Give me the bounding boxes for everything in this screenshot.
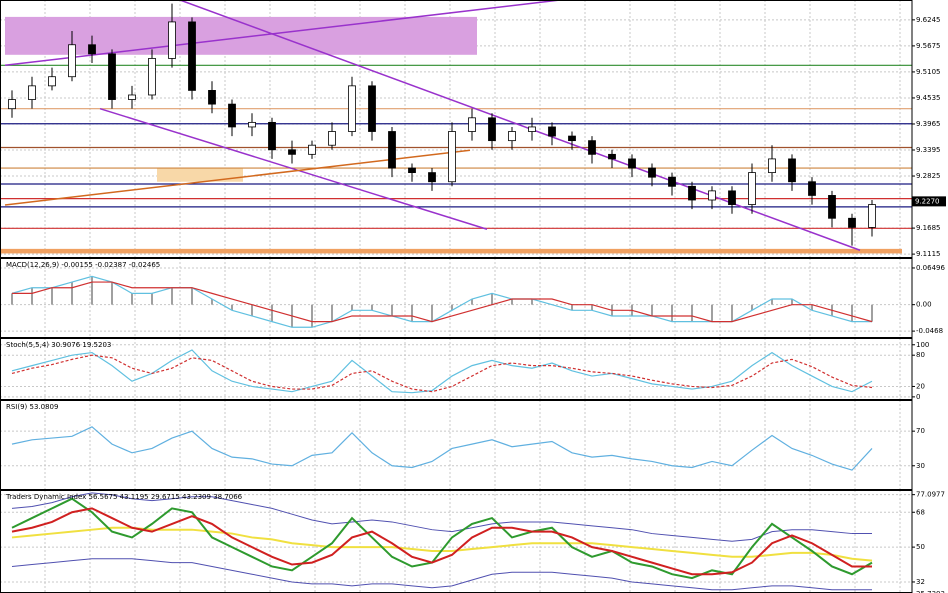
panel xyxy=(0,258,912,338)
candle-body xyxy=(368,85,376,132)
candle-body xyxy=(88,44,96,55)
candle-body xyxy=(388,131,396,169)
y-tick-label: 9.4535 xyxy=(916,94,941,102)
candle-body xyxy=(108,53,116,100)
candle-body xyxy=(608,153,616,160)
candle-body xyxy=(168,21,176,59)
last-price-box xyxy=(912,196,946,207)
panel xyxy=(0,400,912,490)
candle-body xyxy=(748,172,756,205)
candle-body xyxy=(628,158,636,169)
candle-body xyxy=(508,131,516,142)
candle-body xyxy=(708,190,716,201)
last-price-label: 9.2270 xyxy=(915,197,940,205)
candle-body xyxy=(248,121,256,128)
panel-border xyxy=(0,0,913,258)
indicator-line xyxy=(11,492,872,542)
candle-body xyxy=(228,103,236,128)
panel xyxy=(0,490,912,593)
y-tick-label: 9.3965 xyxy=(916,120,941,128)
y-tick-label: 9.1685 xyxy=(916,224,941,232)
candle-body xyxy=(188,21,196,91)
panel xyxy=(0,0,912,258)
candle-body xyxy=(688,185,696,201)
y-tick-label: 9.6245 xyxy=(916,16,941,24)
candle-body xyxy=(588,140,596,155)
y-tick-label: 100 xyxy=(916,341,929,349)
candle-body xyxy=(648,167,656,178)
candle-body xyxy=(668,176,676,187)
panel xyxy=(0,338,912,400)
candle-body xyxy=(268,121,276,151)
y-tick-label: 9.3395 xyxy=(916,146,941,154)
candle-body xyxy=(528,126,536,132)
indicator-line xyxy=(11,354,873,393)
indicator-line xyxy=(11,426,873,471)
candle-body xyxy=(208,90,216,105)
y-tick-label: 32 xyxy=(916,578,925,586)
trend-line xyxy=(99,107,488,230)
candle-body xyxy=(848,217,856,228)
trend-line xyxy=(4,0,561,67)
y-tick-label: 30 xyxy=(916,462,925,470)
candle-body xyxy=(348,85,356,132)
candle-body xyxy=(448,131,456,183)
candle-body xyxy=(468,117,476,132)
candle-body xyxy=(408,167,416,174)
y-tick-label: 70 xyxy=(916,427,925,435)
y-tick-label: 20 xyxy=(916,382,925,390)
candle-body xyxy=(788,158,796,183)
candle-body xyxy=(128,94,136,100)
candle-body xyxy=(308,144,316,155)
indicator-line xyxy=(11,507,872,576)
y-tick-label: 0.06496 xyxy=(916,264,945,272)
y-tick-label: 68 xyxy=(916,508,925,516)
zone xyxy=(0,248,902,254)
panel-title: MACD(12,26,9) -0.00155 -0.02387 -0.02465 xyxy=(6,261,160,269)
y-tick-label: 77.0977 xyxy=(916,491,945,499)
y-tick-label: 9.2825 xyxy=(916,172,941,180)
candle-body xyxy=(768,158,776,174)
candle-body xyxy=(8,99,16,110)
panel-title: RSI(9) 53.0809 xyxy=(6,403,58,411)
y-tick-label: -0.0468 xyxy=(916,327,943,335)
candle-body xyxy=(548,126,556,137)
y-tick-label: 25.7303 xyxy=(916,590,945,593)
trend-line xyxy=(179,0,861,251)
y-tick-label: 80 xyxy=(916,351,925,359)
panel-title: Traders Dynamic Index 56.5675 43.1195 29… xyxy=(5,493,243,501)
candle-body xyxy=(48,76,56,87)
y-tick-label: 9.1115 xyxy=(916,250,941,258)
candle-body xyxy=(428,172,436,183)
candle-body xyxy=(568,135,576,142)
indicator-line xyxy=(11,558,872,591)
y-tick-label: 9.5105 xyxy=(916,68,941,76)
candle-body xyxy=(488,117,496,142)
candle-body xyxy=(828,195,836,219)
y-tick-label: 0 xyxy=(916,393,920,401)
y-tick-label: 0.00 xyxy=(916,301,932,309)
panel-border xyxy=(0,258,913,338)
candle-body xyxy=(68,44,76,78)
panel-border xyxy=(0,338,913,400)
panel-title: Stoch(5,5,4) 30.9076 19.5203 xyxy=(6,341,111,349)
candle-body xyxy=(288,149,296,155)
panel-border xyxy=(0,400,913,490)
y-tick-label: 9.5675 xyxy=(916,42,941,50)
indicator-line xyxy=(11,349,873,394)
candle-body xyxy=(728,190,736,205)
candle-body xyxy=(28,85,36,100)
candle-body xyxy=(148,58,156,96)
candle-body xyxy=(328,131,336,146)
zone xyxy=(157,168,243,182)
y-tick-label: 50 xyxy=(916,543,925,551)
indicator-line xyxy=(12,281,873,323)
candle-body xyxy=(868,204,876,228)
candle-body xyxy=(808,181,816,196)
